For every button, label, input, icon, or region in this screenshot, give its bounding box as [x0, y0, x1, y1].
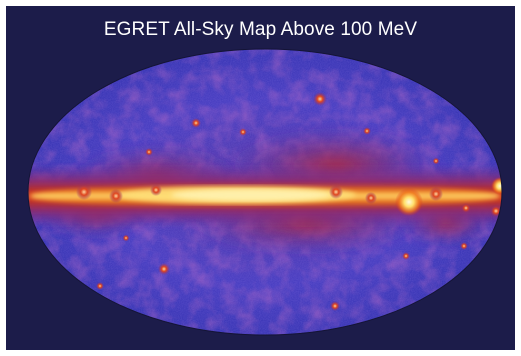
point-source [313, 92, 327, 106]
map-title: EGRET All-Sky Map Above 100 MeV [103, 19, 418, 40]
point-source [239, 128, 247, 136]
point-source [96, 282, 104, 290]
point-source [330, 301, 340, 311]
point-source [402, 252, 410, 260]
point-source [460, 242, 468, 250]
point-source [122, 234, 130, 242]
point-source [363, 127, 371, 135]
point-source [432, 157, 440, 165]
all-sky-map [27, 48, 503, 336]
point-source [191, 118, 201, 128]
point-source [158, 263, 170, 275]
image-frame: EGRET All-Sky Map Above 100 MeV [6, 6, 515, 350]
point-source [145, 148, 153, 156]
